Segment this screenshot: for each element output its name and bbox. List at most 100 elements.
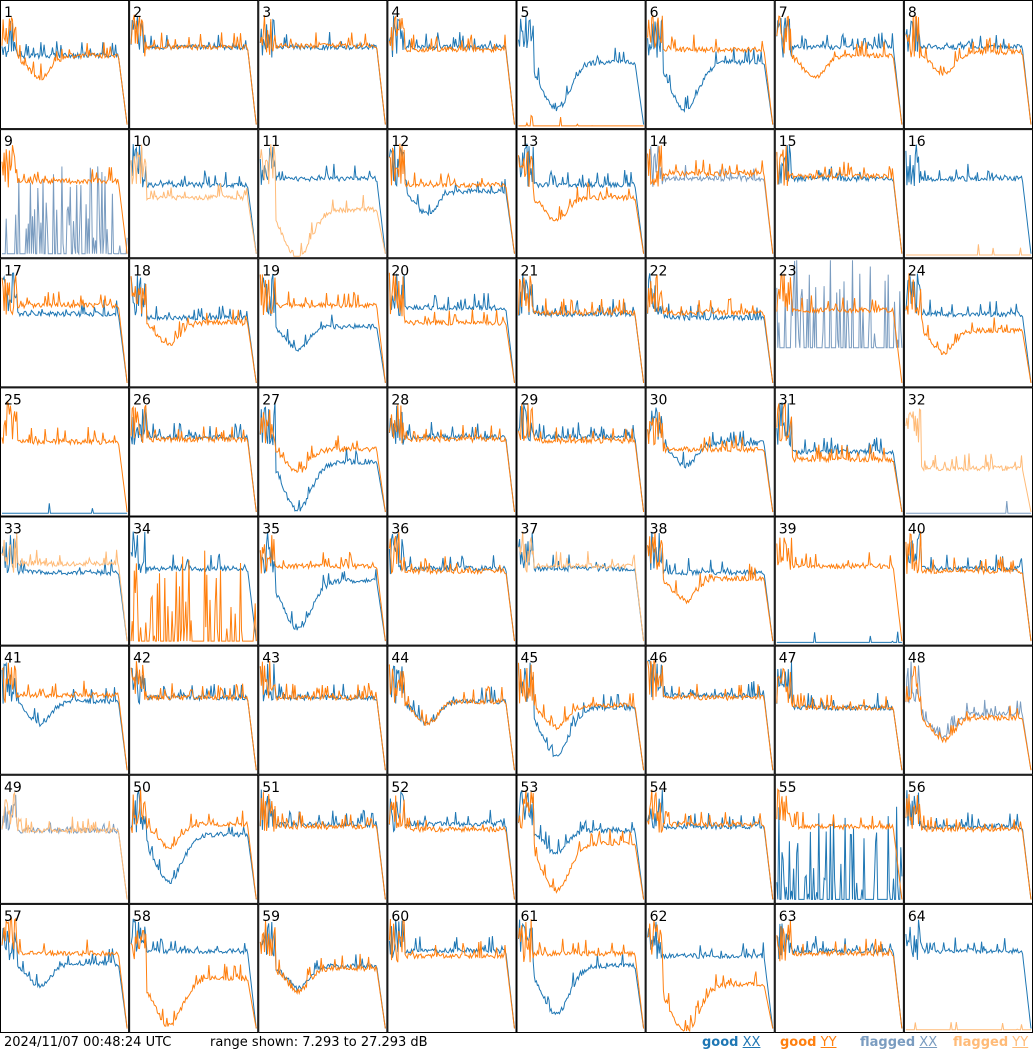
- panel-frame: [258, 258, 388, 388]
- timestamp: 2024/11/07 00:48:24 UTC: [4, 1035, 172, 1050]
- panel-50: 50: [129, 774, 259, 904]
- series-yy: [905, 408, 1032, 513]
- series-yy: [1, 17, 128, 125]
- series-xx: [776, 806, 903, 900]
- series-xx: [1, 927, 128, 1029]
- panel-label: 57: [4, 909, 22, 925]
- panel-frame: [645, 387, 775, 517]
- panel-16: 16: [903, 129, 1033, 259]
- series-yy: [1, 791, 128, 900]
- series-yy: [259, 274, 386, 383]
- series-xx: [259, 531, 386, 642]
- panel-38: 38: [645, 516, 775, 646]
- panel-label: 31: [779, 392, 797, 408]
- panel-60: 60: [387, 903, 517, 1033]
- panel-label: 33: [4, 522, 22, 538]
- panel-21: 21: [516, 258, 646, 388]
- series-xx: [1, 535, 128, 642]
- panel-frame: [516, 903, 646, 1033]
- series-xx: [905, 790, 1032, 900]
- series-xx: [2, 503, 128, 514]
- panel-label: 15: [779, 134, 797, 150]
- series-yy: [518, 919, 645, 1029]
- series-xx: [259, 402, 386, 513]
- series-yy: [1, 275, 128, 383]
- panel-39: 39: [774, 516, 904, 646]
- series-yy: [518, 789, 645, 900]
- series-yy: [776, 667, 903, 771]
- panel-label: 19: [262, 263, 280, 279]
- panel-label: 53: [521, 780, 539, 796]
- series-xx: [388, 919, 515, 1029]
- series-yy: [259, 660, 386, 771]
- series-xx: [130, 918, 257, 1029]
- series-yy: [388, 664, 515, 771]
- series-xx: [130, 531, 257, 642]
- panel-30: 30: [645, 387, 775, 517]
- panel-43: 43: [258, 645, 388, 775]
- legend-flagged-yy: flagged YY: [953, 1035, 1028, 1050]
- panel-label: 52: [391, 780, 409, 796]
- series-yy: [259, 409, 386, 513]
- panel-46: 46: [645, 645, 775, 775]
- panel-4: 4: [387, 0, 517, 130]
- series-xx: [647, 273, 774, 383]
- series-xx: [905, 500, 1031, 514]
- panel-32: 32: [903, 387, 1033, 517]
- panel-52: 52: [387, 774, 517, 904]
- panel-label: 6: [650, 5, 659, 21]
- panel-5: 5: [516, 0, 646, 130]
- legend-flagged-xx-pol: XX: [919, 1035, 938, 1050]
- series-xx: [905, 661, 1032, 771]
- legend-good-yy: good YY: [780, 1035, 837, 1050]
- panel-frame: [516, 258, 646, 388]
- panel-19: 19: [258, 258, 388, 388]
- panel-label: 38: [650, 522, 668, 538]
- panel-label: 12: [391, 134, 409, 150]
- series-xx: [388, 145, 515, 254]
- panel-label: 16: [908, 134, 926, 150]
- panel-frame: [903, 645, 1033, 775]
- series-yy: [647, 660, 774, 771]
- panel-label: 25: [4, 392, 22, 408]
- panel-25: 25: [0, 387, 130, 517]
- panel-47: 47: [774, 645, 904, 775]
- series-xx: [518, 143, 645, 254]
- series-xx: [518, 532, 645, 642]
- series-yy: [130, 789, 257, 900]
- panel-label: 4: [391, 5, 400, 21]
- panel-51: 51: [258, 774, 388, 904]
- series-yy: [130, 276, 257, 383]
- series-yy: [388, 532, 515, 642]
- panel-frame: [903, 258, 1033, 388]
- panel-frame: [0, 516, 130, 646]
- panel-10: 10: [129, 129, 259, 259]
- series-yy: [518, 403, 645, 513]
- series-yy: [518, 150, 645, 254]
- panel-54: 54: [645, 774, 775, 904]
- panel-frame: [387, 0, 517, 130]
- series-yy: [776, 273, 903, 383]
- series-yy: [1, 532, 128, 642]
- series-yy: [776, 402, 903, 513]
- series-yy: [905, 244, 1031, 256]
- panel-9: 9: [0, 129, 130, 259]
- panel-frame: [129, 903, 259, 1033]
- panel-label: 20: [391, 263, 409, 279]
- panel-59: 59: [258, 903, 388, 1033]
- panel-frame: [516, 645, 646, 775]
- panel-14: 14: [645, 129, 775, 259]
- panel-label: 30: [650, 392, 668, 408]
- panel-36: 36: [387, 516, 517, 646]
- series-yy: [905, 665, 1032, 771]
- series-yy: [388, 795, 515, 900]
- panel-frame: [645, 0, 775, 130]
- panel-61: 61: [516, 903, 646, 1033]
- panel-label: 60: [391, 909, 409, 925]
- panel-33: 33: [0, 516, 130, 646]
- series-yy: [1, 400, 128, 513]
- series-yy: [647, 274, 774, 383]
- panel-27: 27: [258, 387, 388, 517]
- panel-42: 42: [129, 645, 259, 775]
- series-yy: [259, 144, 386, 257]
